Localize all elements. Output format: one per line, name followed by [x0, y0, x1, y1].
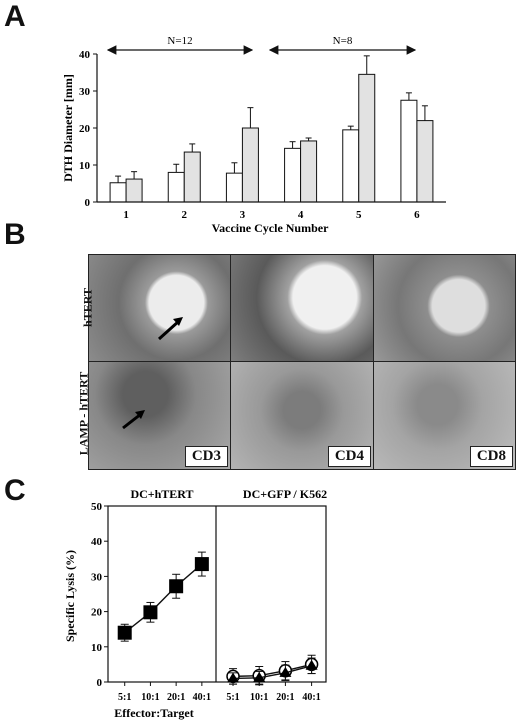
panel-letter-c: C: [4, 474, 26, 507]
chart-c-x-tick-label: 40:1: [193, 692, 211, 703]
micrograph-label-cd8: CD8: [469, 446, 513, 467]
chart-c-x-tick-label: 10:1: [141, 692, 159, 703]
chart-a-bar: [284, 147, 302, 203]
chart-a-bar: [400, 99, 418, 203]
arrow-icon: [122, 410, 145, 430]
chart-c-y-tick-label: 0: [97, 677, 103, 689]
micrograph-lamp-cd3: CD3: [88, 361, 231, 470]
chart-a-x-tick-label: 3: [240, 209, 246, 221]
chart-a-bar: [416, 120, 434, 203]
chart-a-bar: [358, 73, 376, 203]
chart-c-x-tick-label: 10:1: [250, 692, 268, 703]
chart-a-x-tick-label: 1: [123, 209, 129, 221]
chart-c-y-tick-label: 10: [91, 642, 103, 654]
micrograph-grid: CD3 CD4 CD8: [88, 254, 516, 470]
chart-c-series-line: [233, 665, 312, 680]
dth-bar-chart: N=12 N=8 0 10 20 30 40 1 2 3 4 5 6 DTH Diameter [mm…: [61, 35, 446, 235]
chart-c-marker-square: [169, 579, 184, 594]
chart-c-series-line: [233, 663, 312, 678]
chart-a-x-tick-label: 2: [182, 209, 188, 221]
chart-a-y-tick-label: 10: [79, 160, 91, 172]
chart-a-y-tick-label: 40: [79, 49, 91, 61]
chart-a-bar: [342, 129, 360, 203]
chart-a-xlabel: Vaccine Cycle Number: [212, 221, 330, 235]
chart-c-y-tick-label: 40: [91, 536, 103, 548]
chart-c-marker-triangle: [227, 672, 240, 683]
chart-a-bar: [125, 178, 143, 203]
chart-a-bar: [225, 172, 243, 203]
chart-c-marker-triangle: [253, 671, 266, 682]
chart-c-marker-square: [117, 625, 132, 640]
row-label-htert: hTERT: [80, 288, 95, 327]
chart-c-ylabel: Specific Lysis (%): [63, 550, 77, 642]
micrograph-htert-cd8: [373, 254, 516, 362]
chart-a-x-tick-label: 6: [414, 209, 420, 221]
chart-c-x-tick-label: 5:1: [118, 692, 131, 703]
chart-a-x-tick-label: 4: [298, 209, 304, 221]
arrow-icon: [157, 317, 183, 341]
micrograph-label-cd4: CD4: [327, 446, 371, 467]
lysis-line-chart: 0 10 20 30 40 50 5:1 10:1 20:1 40:1 5:1 10:1 20:1 40:…: [63, 487, 327, 720]
chart-c-x-tick-label: 20:1: [276, 692, 294, 703]
chart-c-title-right: DC+GFP / K562: [243, 487, 327, 501]
chart-a-y-tick-label: 0: [85, 197, 91, 209]
chart-a-annotation: N=8: [333, 35, 353, 47]
chart-c-marker-triangle: [279, 666, 292, 677]
chart-c-y-tick-label: 20: [91, 607, 103, 619]
chart-a-bar: [167, 171, 185, 203]
chart-c-xlabel: Effector:Target: [114, 706, 194, 720]
micrograph-htert-cd3: [88, 254, 231, 362]
chart-a-annotation: N=12: [167, 35, 192, 47]
chart-c-y-tick-label: 30: [91, 571, 103, 583]
chart-a-y-tick-label: 20: [79, 123, 91, 135]
chart-a-bar: [241, 127, 259, 203]
chart-a-y-tick-label: 30: [79, 86, 91, 98]
micrograph-lamp-cd4: CD4: [230, 361, 374, 470]
micrograph-label-cd3: CD3: [184, 446, 228, 467]
chart-c-title-left: DC+hTERT: [130, 487, 193, 501]
chart-a-bar: [300, 140, 318, 203]
chart-c-x-tick-label: 40:1: [302, 692, 320, 703]
chart-a-x-tick-label: 5: [356, 209, 362, 221]
chart-a-bar: [109, 182, 127, 203]
row-label-lamp-htert: LAMP - hTERT: [76, 371, 91, 456]
chart-c-marker-triangle: [305, 659, 318, 670]
chart-c-frame: [107, 505, 327, 683]
micrograph-htert-cd4: [230, 254, 374, 362]
chart-c-y-tick-label: 50: [91, 501, 103, 513]
panel-letter-b: B: [4, 218, 26, 251]
micrograph-lamp-cd8: CD8: [373, 361, 516, 470]
chart-a-ylabel: DTH Diameter [mm]: [61, 74, 75, 182]
chart-c-marker-square: [143, 605, 158, 620]
chart-c-series-line: [124, 563, 203, 634]
chart-c-marker-square: [194, 557, 209, 572]
chart-c-x-tick-label: 20:1: [167, 692, 185, 703]
chart-c-x-tick-label: 5:1: [226, 692, 239, 703]
panel-letter-a: A: [4, 0, 26, 33]
chart-a-bar: [183, 151, 201, 203]
